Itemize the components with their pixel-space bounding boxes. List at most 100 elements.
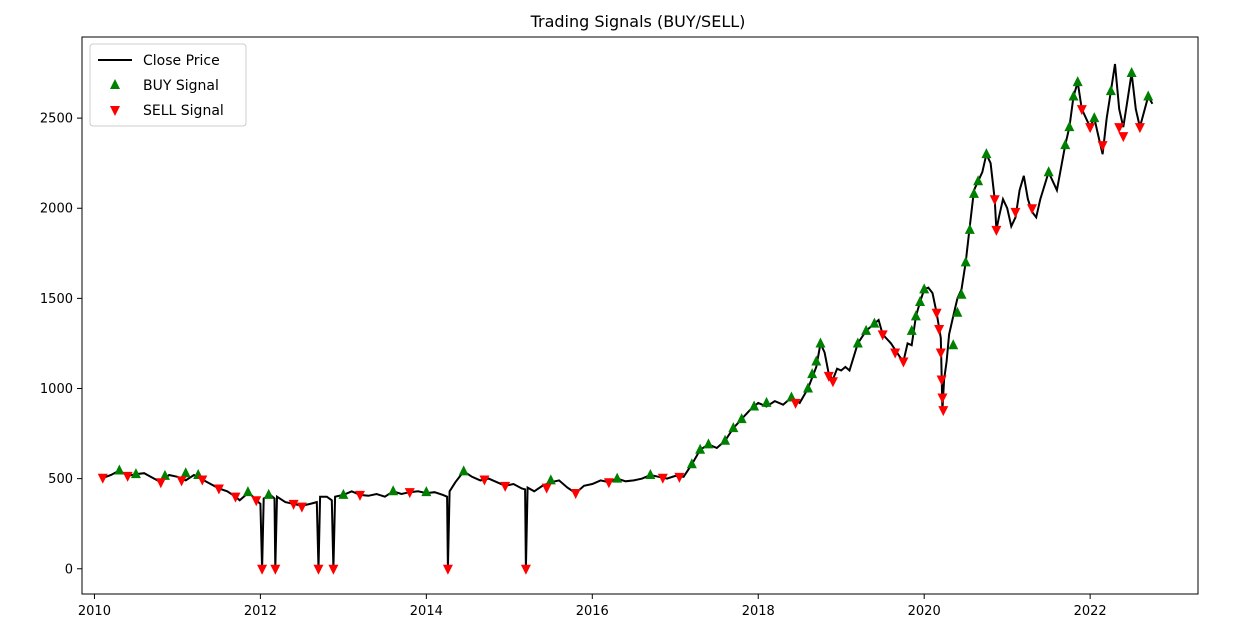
sell-signal-point [1010,207,1021,218]
buy-signal-point [956,288,967,299]
sell-signal-point [500,481,511,492]
buy-signal-point [952,306,963,317]
buy-signal-point [180,467,191,478]
sell-signal-point [931,308,942,319]
buy-signal-point [728,422,739,433]
buy-signal-point [1068,90,1079,101]
buy-signal-point [388,485,399,496]
sell-signal-point [1134,123,1145,134]
buy-signal-point [981,148,992,159]
buy-signal-point [1089,112,1100,123]
x-tick-label: 2012 [244,604,277,619]
sell-signal-point [541,483,552,494]
buy-signal-point [919,283,930,294]
sell-signal-point [404,488,415,499]
buy-signal-point [861,324,872,335]
y-tick-label: 1500 [40,292,73,307]
sell-signal-point [257,564,268,575]
sell-signal-point [155,478,166,489]
sell-signal-point [313,564,324,575]
buy-signal-point [815,337,826,348]
sell-signal-point [230,492,241,503]
sell-signal-point [176,476,187,487]
sell-signal-point [213,484,224,495]
buy-signal-point [811,355,822,366]
buy-signal-point [686,458,697,469]
buy-signal-point [612,472,623,483]
sell-signal-point [936,375,947,386]
sell-signal-point [1097,141,1108,152]
sell-signal-point [935,348,946,359]
sell-signal-markers [97,105,1145,575]
sell-signal-point [603,478,614,489]
buy-signal-point [703,438,714,449]
buy-signal-point [130,468,141,479]
x-axis: 2010 2012 2014 2016 2018 2020 2022 [78,594,1107,619]
sell-signal-point [197,475,208,486]
buy-signal-point [1126,67,1137,78]
buy-signal-point [1043,166,1054,177]
legend-sell-signal-label: SELL Signal [143,103,224,119]
sell-signal-point [97,473,108,484]
y-tick-label: 500 [48,472,73,487]
sell-signal-point [1085,123,1096,134]
buy-signal-point [720,434,731,445]
x-tick-label: 2014 [410,604,443,619]
buy-signal-point [159,469,170,480]
sell-signal-point [1114,123,1125,134]
buy-signal-point [869,317,880,328]
x-tick-label: 2016 [576,604,609,619]
buy-signal-point [948,339,959,350]
x-tick-label: 2020 [908,604,941,619]
chart-title: Trading Signals (BUY/SELL) [530,12,746,31]
sell-signal-point [570,489,581,500]
buy-signal-point [1060,139,1071,150]
sell-signal-point [296,502,307,513]
buy-signal-point [1064,121,1075,132]
buy-signal-point [807,368,818,379]
buy-signal-markers [114,67,1154,499]
x-tick-label: 2018 [742,604,775,619]
sell-signal-point [520,564,531,575]
sell-signal-point [288,499,299,510]
sell-signal-point [1027,204,1038,215]
buy-signal-point [968,187,979,198]
buy-signal-point [1143,90,1154,101]
sell-signal-point [991,225,1002,236]
buy-signal-point [915,295,926,306]
sell-signal-point [877,330,888,341]
legend-sell-signal-swatch [110,106,120,116]
buy-signal-point [960,256,971,267]
legend: Close Price BUY Signal SELL Signal [89,43,247,127]
sell-signal-point [898,357,909,368]
buy-signal-point [964,223,975,234]
buy-signal-point [263,488,274,499]
sell-signal-point [442,564,453,575]
legend-buy-signal-swatch [110,79,120,89]
buy-signal-point [761,396,772,407]
sell-signal-point [790,398,801,409]
sell-signal-point [1076,105,1087,116]
y-axis: 0 500 1000 1500 2000 2500 [40,112,82,577]
plot-frame [81,36,1199,595]
sell-signal-point [657,473,668,484]
buy-signal-point [458,465,469,476]
y-tick-label: 2500 [40,112,73,127]
sell-signal-point [674,472,685,483]
buy-signal-point [906,324,917,335]
buy-signal-point [242,486,253,497]
buy-signal-point [803,382,814,393]
sell-signal-point [122,471,133,482]
buy-signal-point [545,474,556,485]
sell-signal-point [479,475,490,486]
buy-signal-point [1072,76,1083,87]
sell-signal-point [1118,132,1129,143]
sell-signal-point [251,496,262,507]
x-tick-label: 2010 [78,604,111,619]
legend-box [89,43,247,127]
y-tick-label: 2000 [40,202,73,217]
buy-signal-point [114,464,125,475]
legend-buy-signal-label: BUY Signal [143,78,219,94]
sell-signal-point [823,371,834,382]
